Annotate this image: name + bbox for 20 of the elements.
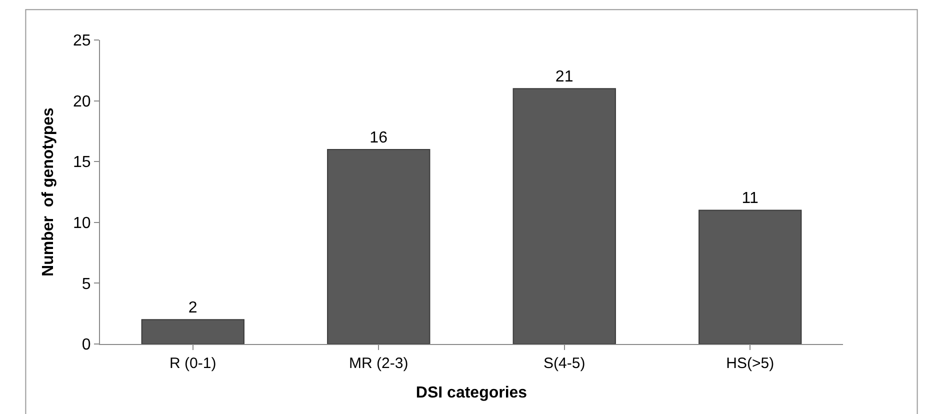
- y-tick-label: 20: [73, 93, 91, 110]
- data-label: 2: [188, 300, 198, 317]
- bar: [512, 88, 616, 344]
- x-tick-label: R (0-1): [170, 355, 216, 372]
- x-tick-label: MR (2-3): [349, 355, 408, 372]
- x-tick-label: S(4-5): [544, 355, 586, 372]
- data-label: 21: [555, 68, 574, 86]
- data-label: 11: [742, 190, 758, 208]
- y-tick-label: 5: [82, 276, 91, 293]
- y-tick-label: 25: [73, 32, 91, 50]
- bar: [141, 319, 244, 344]
- y-tick-label: 15: [73, 154, 91, 172]
- x-axis-title: DSI categories: [416, 384, 528, 402]
- bar: [698, 210, 802, 344]
- y-tick-label: 10: [73, 215, 91, 232]
- x-tick-label: HS(>5): [726, 355, 774, 372]
- data-label: 16: [370, 129, 388, 146]
- y-tick-label: 0: [82, 336, 91, 354]
- y-axis-title: Number of genotypes: [40, 107, 57, 276]
- bar: [327, 148, 430, 344]
